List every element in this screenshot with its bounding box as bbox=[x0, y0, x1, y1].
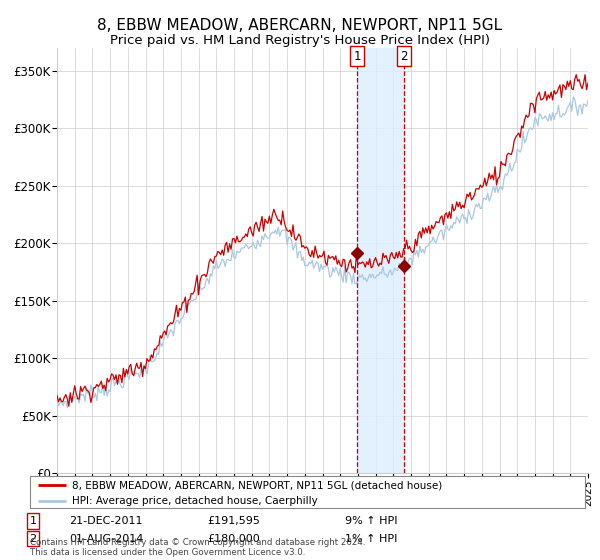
Text: 1: 1 bbox=[29, 516, 37, 526]
Text: 21-DEC-2011: 21-DEC-2011 bbox=[69, 516, 143, 526]
Bar bbox=[358, 48, 404, 473]
Text: 1: 1 bbox=[353, 50, 361, 63]
Text: 1% ↑ HPI: 1% ↑ HPI bbox=[345, 534, 397, 544]
Text: £180,000: £180,000 bbox=[207, 534, 260, 544]
Text: 2: 2 bbox=[400, 50, 407, 63]
Text: 01-AUG-2014: 01-AUG-2014 bbox=[69, 534, 143, 544]
Text: HPI: Average price, detached house, Caerphilly: HPI: Average price, detached house, Caer… bbox=[71, 496, 317, 506]
Text: 2: 2 bbox=[29, 534, 37, 544]
Text: Price paid vs. HM Land Registry's House Price Index (HPI): Price paid vs. HM Land Registry's House … bbox=[110, 34, 490, 46]
Text: £191,595: £191,595 bbox=[207, 516, 260, 526]
Text: 8, EBBW MEADOW, ABERCARN, NEWPORT, NP11 5GL: 8, EBBW MEADOW, ABERCARN, NEWPORT, NP11 … bbox=[97, 18, 503, 33]
Text: Contains HM Land Registry data © Crown copyright and database right 2024.
This d: Contains HM Land Registry data © Crown c… bbox=[30, 538, 365, 557]
Text: 9% ↑ HPI: 9% ↑ HPI bbox=[345, 516, 398, 526]
Text: 8, EBBW MEADOW, ABERCARN, NEWPORT, NP11 5GL (detached house): 8, EBBW MEADOW, ABERCARN, NEWPORT, NP11 … bbox=[71, 480, 442, 490]
